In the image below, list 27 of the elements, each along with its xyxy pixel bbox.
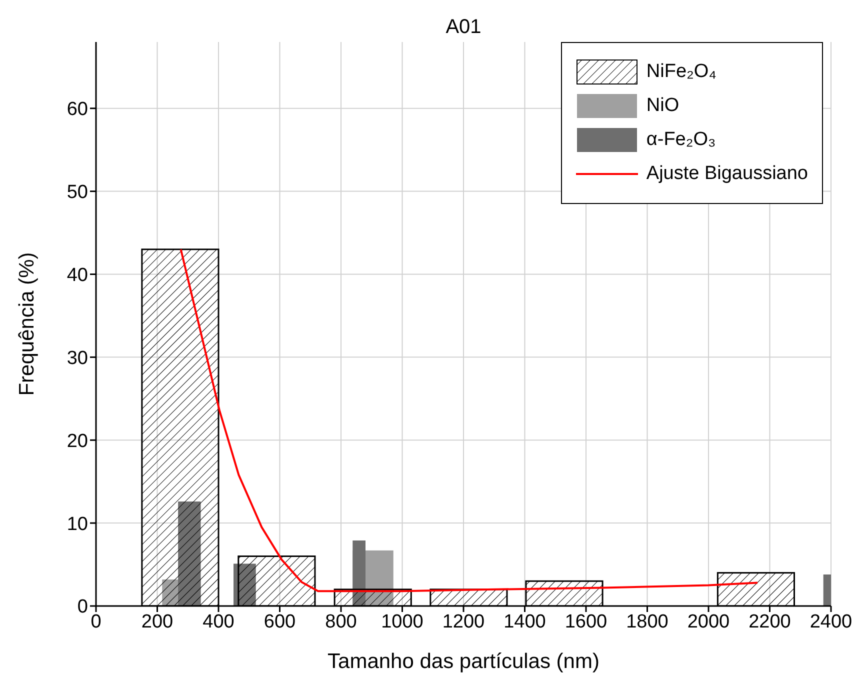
x-tick-label: 400 (202, 611, 234, 632)
x-tick-label: 2400 (810, 611, 852, 632)
legend-label: α-Fe₂O₃ (646, 129, 716, 151)
y-tick-label: 30 (66, 348, 88, 369)
y-tick-label: 20 (66, 430, 88, 452)
y-tick-label: 10 (66, 514, 88, 535)
legend-label: NiO (646, 95, 680, 117)
legend-label: NiFe₂O₄ (646, 61, 716, 83)
x-axis-title: Tamanho das partículas (nm) (328, 650, 600, 673)
legend-label: Ajuste Bigaussiano (646, 163, 808, 185)
x-tick-label: 1400 (504, 611, 546, 632)
x-tick-label: 1200 (442, 611, 485, 632)
x-tick-label: 1600 (564, 611, 608, 632)
y-axis-title: Frequência (%) (15, 252, 38, 396)
x-tick-label: 600 (264, 611, 296, 632)
chart-title: A01 (444, 16, 482, 39)
y-tick-label: 0 (77, 596, 88, 618)
x-tick-label: 2200 (748, 611, 791, 632)
y-tick-label: 40 (66, 264, 88, 286)
x-tick-label: 1800 (626, 611, 668, 632)
x-tick-label: 0 (90, 611, 102, 632)
x-tick-label: 1000 (381, 611, 424, 632)
x-tick-label: 800 (325, 611, 357, 632)
x-tick-label: 200 (141, 611, 174, 632)
y-tick-label: 50 (66, 182, 88, 204)
y-tick-label: 60 (66, 99, 88, 120)
x-tick-label: 2000 (687, 611, 730, 632)
